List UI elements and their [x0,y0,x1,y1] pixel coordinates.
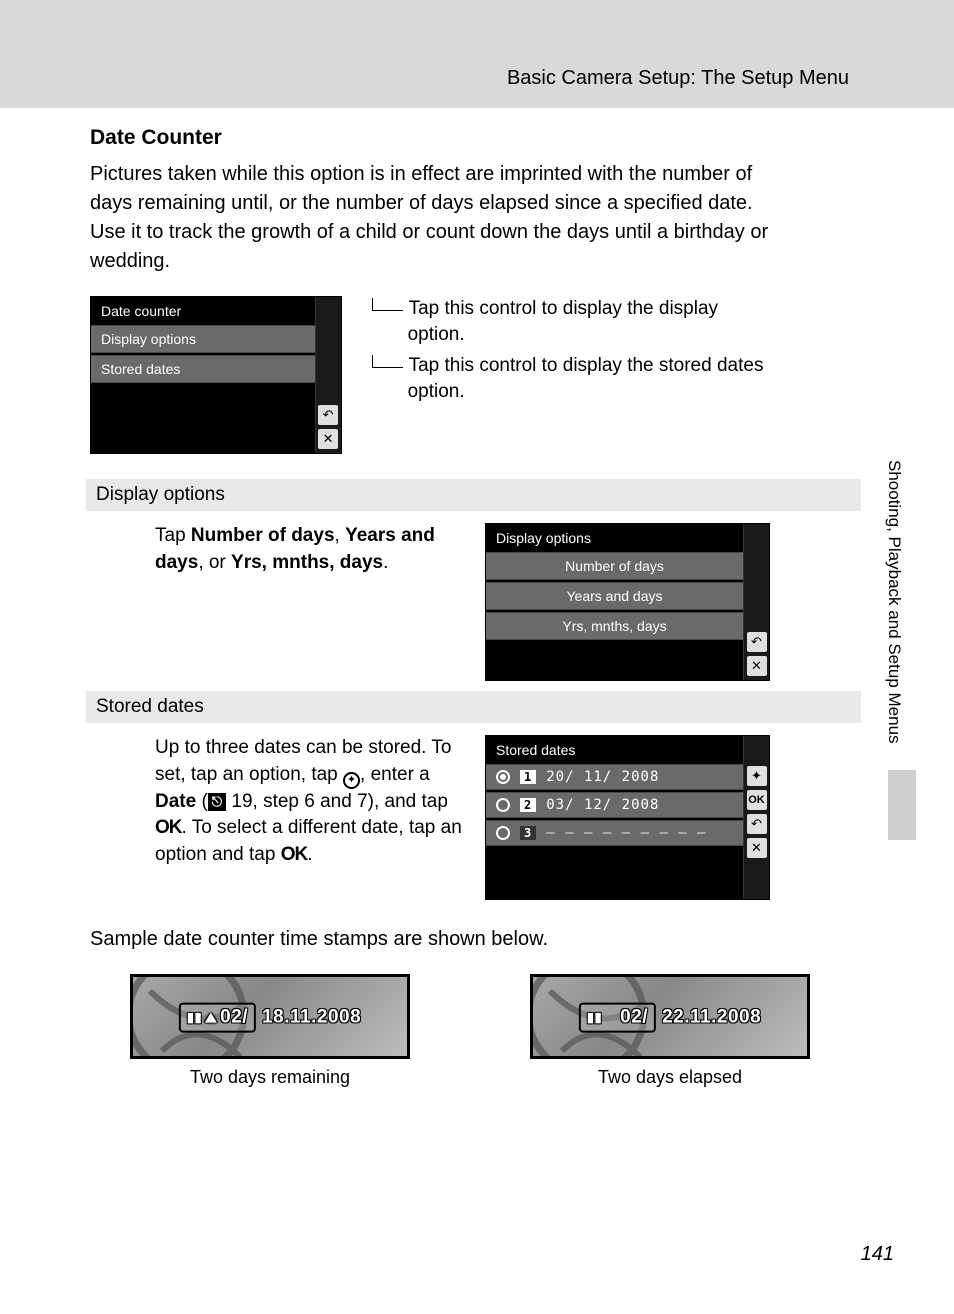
sample-elapsed: ▮▮ 02/ 22.11.2008 Two days elapsed [530,974,810,1088]
ok-icon[interactable]: OK [747,790,767,810]
stored-date-row-3[interactable]: 3 – – – – – – – – – [486,820,743,846]
stamp-image-elapsed: ▮▮ 02/ 22.11.2008 [530,974,810,1059]
stamp-badge: 02/ [220,1006,248,1028]
lcd-opt-yrs-mnths-days[interactable]: Yrs, mnths, days [486,612,743,640]
clock-icon: ✦ [343,772,360,789]
radio-icon[interactable] [496,826,510,840]
page-ref-icon: ⎋ [208,793,226,811]
close-icon[interactable]: ✕ [318,429,338,449]
lcd-stored-dates: Stored dates 1 20/ 11/ 2008 2 03/ 12/ 20… [485,735,770,900]
text: . [307,844,312,865]
section-intro: Pictures taken while this option is in e… [90,160,770,276]
display-options-row: Tap Number of days, Years and days , or Y… [90,523,770,681]
lcd-opt-number-of-days[interactable]: Number of days [486,552,743,580]
page-number: 141 [861,1243,894,1266]
ok-glyph: OK [281,844,308,865]
text: , [335,525,346,546]
opt-yrs-mnths-days: Yrs, mnths, days [231,552,383,573]
side-tab-marker [888,770,916,840]
date-word: Date [155,791,196,812]
opt-number-of-days: Number of days [191,525,335,546]
sample-stamps-row: ▮▮ 02/ 18.11.2008 Two days remaining ▮▮ … [90,974,770,1088]
stamp-image-remaining: ▮▮ 02/ 18.11.2008 [130,974,410,1059]
ref: 19 [231,791,252,812]
callout-display-option: Tap this control to display the display … [408,296,770,347]
display-options-text: Tap Number of days, Years and days, or Y… [90,523,465,576]
main-lcd-row: Date counter Display options Stored date… [90,296,770,454]
page-header-bar: Basic Camera Setup: The Setup Menu [0,0,954,108]
breadcrumb: Basic Camera Setup: The Setup Menu [507,67,849,90]
slot-number: 2 [520,798,536,812]
stored-date-row-2[interactable]: 2 03/ 12/ 2008 [486,792,743,818]
lcd-sidebar: ✦ OK ↶ ✕ [743,736,769,899]
back-icon[interactable]: ↶ [747,814,767,834]
stamp-caption-elapsed: Two days elapsed [530,1067,810,1088]
callouts: Tap this control to display the display … [372,296,770,411]
slot-number: 3 [520,826,536,840]
date-value: – – – – – – – – – [546,825,706,841]
back-icon[interactable]: ↶ [318,405,338,425]
lcd-item-stored-dates[interactable]: Stored dates [91,355,315,383]
sample-intro: Sample date counter time stamps are show… [90,925,770,954]
side-section-label: Shooting, Playback and Setup Menus [884,460,904,744]
date-value: 03/ 12/ 2008 [546,797,659,813]
back-icon[interactable]: ↶ [747,632,767,652]
callout-stored-dates: Tap this control to display the stored d… [408,353,770,404]
lcd-opt-years-and-days[interactable]: Years and days [486,582,743,610]
lcd-title: Stored dates [486,736,743,764]
clock-icon[interactable]: ✦ [747,766,767,786]
stored-dates-row: Up to three dates can be stored. To set,… [90,735,770,900]
text: , or [198,552,231,573]
sample-remaining: ▮▮ 02/ 18.11.2008 Two days remaining [130,974,410,1088]
lcd-date-counter: Date counter Display options Stored date… [90,296,342,454]
lcd-item-display-options[interactable]: Display options [91,325,315,353]
stamp-date: 22.11.2008 [662,1006,761,1028]
close-icon[interactable]: ✕ [747,838,767,858]
slot-number: 1 [520,770,536,784]
stored-dates-text: Up to three dates can be stored. To set,… [90,735,465,869]
stamp-date: 18.11.2008 [262,1006,361,1028]
text: , enter a [360,764,430,785]
ok-glyph: OK [155,817,182,838]
text: . [383,552,388,573]
subheader-display-options: Display options [86,479,861,511]
lcd-sidebar: ↶ ✕ [315,297,341,453]
text: Tap [155,525,191,546]
subheader-stored-dates: Stored dates [86,691,861,723]
date-value: 20/ 11/ 2008 [546,769,659,785]
page-content: Date Counter Pictures taken while this o… [0,108,860,1088]
lcd-sidebar: ↶ ✕ [743,524,769,680]
close-icon[interactable]: ✕ [747,656,767,676]
lcd-display-options: Display options Number of days Years and… [485,523,770,681]
radio-selected-icon[interactable] [496,770,510,784]
text: , step 6 and 7), and tap [253,791,448,812]
text: ( [196,791,208,812]
stored-date-row-1[interactable]: 1 20/ 11/ 2008 [486,764,743,790]
stamp-badge: 02/ [620,1006,648,1028]
radio-icon[interactable] [496,798,510,812]
lcd-title: Display options [486,524,743,552]
triangle-up-icon [205,1012,217,1022]
section-title: Date Counter [90,126,770,150]
lcd-title: Date counter [91,297,315,325]
stamp-caption-remaining: Two days remaining [130,1067,410,1088]
